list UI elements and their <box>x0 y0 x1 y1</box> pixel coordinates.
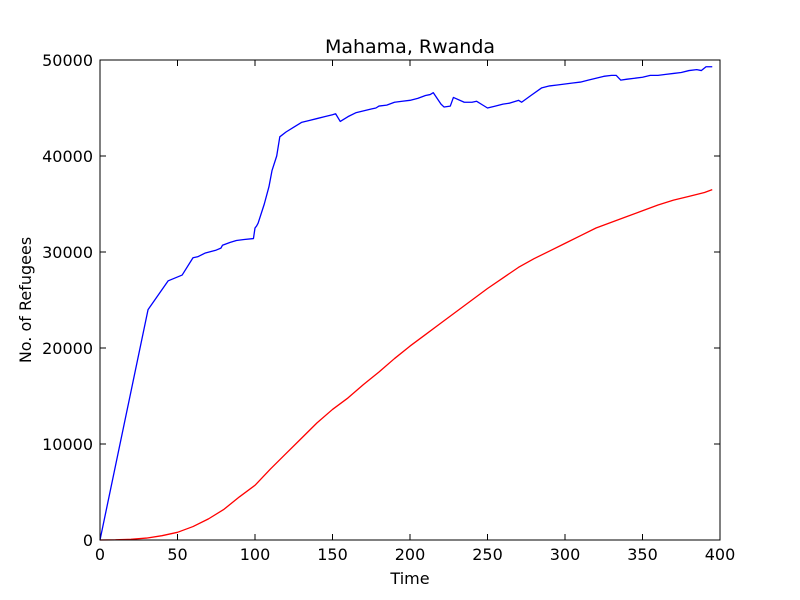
y-tick-label: 30000 <box>42 243 93 262</box>
y-tick-label: 10000 <box>42 435 93 454</box>
x-tick-label: 50 <box>167 545 187 564</box>
x-tick-label: 150 <box>317 545 348 564</box>
ticks-layer: 0 50 100 150 200 250 300 350 400 0 10000 20000 30000… <box>42 51 735 564</box>
x-axis-label: Time <box>389 569 429 588</box>
chart-title: Mahama, Rwanda <box>325 36 495 58</box>
series-line-2 <box>99 188 713 541</box>
y-tick-label: 40000 <box>42 147 93 166</box>
x-tick-label: 0 <box>95 545 105 564</box>
y-tick-label: 50000 <box>42 51 93 70</box>
x-tick-label: 350 <box>627 545 658 564</box>
axes-frame <box>99 59 721 541</box>
series-layer <box>99 66 713 541</box>
y-tick-label: 0 <box>83 531 93 550</box>
x-tick-label: 400 <box>705 545 736 564</box>
x-tick-label: 100 <box>240 545 271 564</box>
y-axis-label: No. of Refugees <box>16 237 35 363</box>
y-tick-label: 20000 <box>42 339 93 358</box>
x-tick-label: 200 <box>395 545 426 564</box>
x-tick-label: 250 <box>472 545 503 564</box>
series-line-1 <box>99 66 713 541</box>
x-tick-label: 300 <box>550 545 581 564</box>
